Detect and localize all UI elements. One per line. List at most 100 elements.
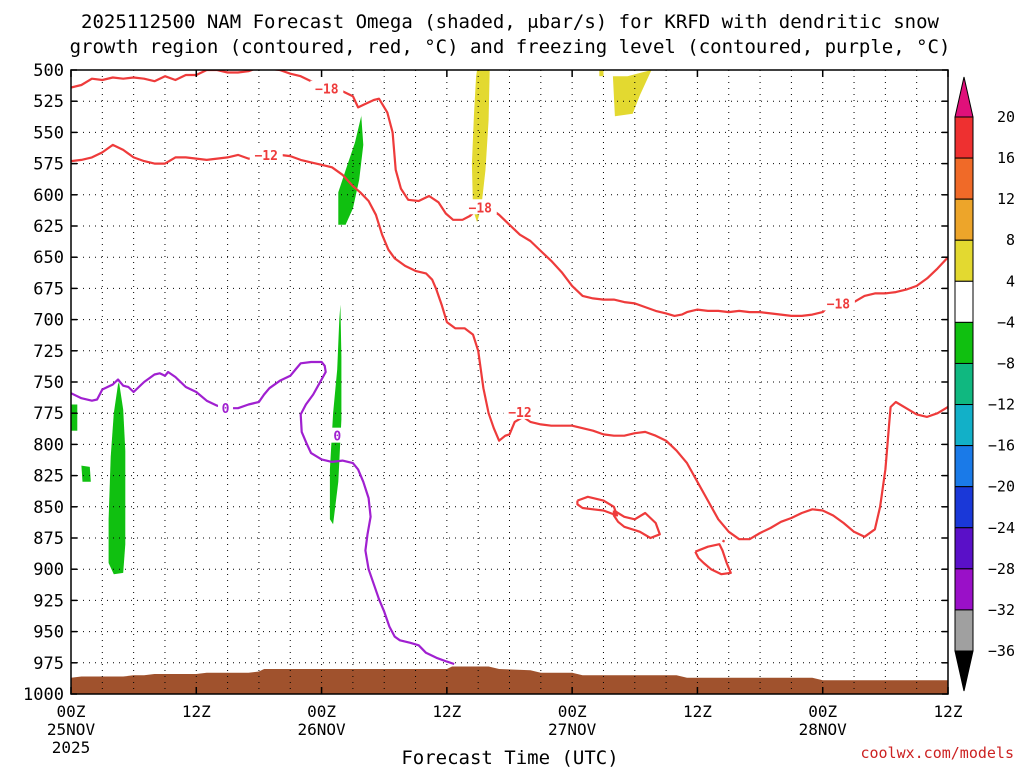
y-tick-label: 775 [33,404,64,424]
omega-shade-region [338,114,364,225]
colorbar-label: −4 [997,313,1015,331]
chart-title-line1: 2025112500 NAM Forecast Omega (shaded, μ… [81,11,939,33]
omega-shade-region [71,404,78,431]
colorbar-bin [954,486,974,529]
omega-shade-region [329,304,342,525]
y-axis-ticks: 500 525 550 575 600 625 650 675 700 725 750 775 800 8… [23,61,948,705]
y-tick-label: 600 [33,186,64,206]
colorbar-label: −12 [988,396,1015,414]
y-tick-label: 675 [33,279,64,299]
x-tick-label: 00Z [57,702,86,721]
colorbar-bottom-arrow [954,650,974,692]
terrain-fill [71,666,948,694]
y-tick-label: 500 [33,61,64,81]
y-tick-label: 550 [33,123,64,143]
contour-label: 0 [333,430,341,445]
contour-label: −12 [508,406,531,421]
y-tick-label: 800 [33,435,64,455]
colorbar-label: −24 [988,519,1015,537]
omega-shade-region [108,382,126,575]
colorbar-bin [954,157,974,200]
contour-label-bg [218,400,234,416]
x-tick-label: 2025 [52,738,91,757]
omega-shading [71,70,652,575]
colorbar-label: 4 [1006,272,1015,290]
colorbar-top-arrow [954,76,974,118]
colorbar-label: 20 [997,108,1015,126]
credit-text: coolwx.com/models [860,744,1014,762]
colorbar-bin [954,198,974,241]
colorbar-label: −20 [988,478,1015,496]
colorbar-label: −36 [988,642,1015,660]
contour-line [721,539,726,543]
y-tick-label: 700 [33,311,64,331]
y-tick-label: 925 [33,591,64,611]
contour-line [71,70,948,317]
x-tick-label: 25NOV [47,720,96,739]
colorbar-bin [954,321,974,364]
x-tick-label: 12Z [934,702,963,721]
contour-label: −18 [469,201,493,216]
contour-line [612,509,661,540]
y-tick-label: 1000 [23,685,64,705]
contour-label: 0 [222,402,230,417]
x-tick-label: 12Z [182,702,211,721]
contour-label-bg [329,427,345,443]
colorbar-label: 16 [997,149,1015,167]
x-tick-label: 28NOV [799,720,848,739]
omega-shade-region [81,465,91,482]
y-tick-label: 575 [33,155,64,175]
x-tick-label: 26NOV [297,720,346,739]
terrain [71,666,948,694]
contour-line [71,143,948,541]
colorbar-label: −28 [988,560,1015,578]
x-tick-label: 00Z [808,702,837,721]
colorbar-bin [954,445,974,488]
colorbar: 20 16 12 8 4 −4 −8 −12 −16 −20 −24 −28 −32 −36 [954,76,1015,692]
contour-label-bg [249,146,283,162]
y-tick-label: 750 [33,373,64,393]
colorbar-bin [954,239,974,282]
contour-label: −18 [827,297,851,312]
colorbar-bin [954,116,974,159]
colorbar-label: 8 [1006,231,1015,249]
omega-shade-region [599,70,604,77]
colorbar-bin [954,280,974,323]
contour-line [576,495,619,517]
colorbar-bin [954,568,974,611]
contour-label: −12 [254,149,277,164]
y-tick-label: 975 [33,654,64,674]
colorbar-label: −32 [988,601,1015,619]
y-tick-label: 900 [33,560,64,580]
contour-label: −18 [315,83,339,98]
x-tick-label: 00Z [307,702,336,721]
colorbar-bin [954,404,974,447]
x-tick-label: 12Z [432,702,461,721]
y-tick-label: 725 [33,342,64,362]
contour-label-bg [463,199,497,215]
x-tick-label: 27NOV [548,720,597,739]
y-tick-label: 850 [33,498,64,518]
x-tick-label: 00Z [558,702,587,721]
contour-label-bg [503,403,537,419]
contour-line [71,360,455,666]
contours [71,70,948,666]
contour-line [694,543,732,576]
plot-area: −18 −18 −18 −12 −12 0 0 500 525 550 575 600 625 650 6… [23,61,963,757]
x-axis-label: Forecast Time (UTC) [401,747,618,768]
omega-shade-region [471,70,490,223]
colorbar-label: 12 [997,190,1015,208]
colorbar-bin [954,362,974,406]
contour-label-bg [310,80,344,96]
colorbar-label: −8 [997,354,1015,372]
contour-label-bg [821,295,855,311]
x-tick-label: 12Z [683,702,712,721]
y-tick-label: 950 [33,623,64,643]
y-tick-label: 525 [33,92,64,112]
y-tick-label: 650 [33,248,64,268]
omega-shade-region [612,70,652,117]
y-tick-label: 825 [33,467,64,487]
chart-title-line2: growth region (contoured, red, °C) and f… [70,36,951,58]
